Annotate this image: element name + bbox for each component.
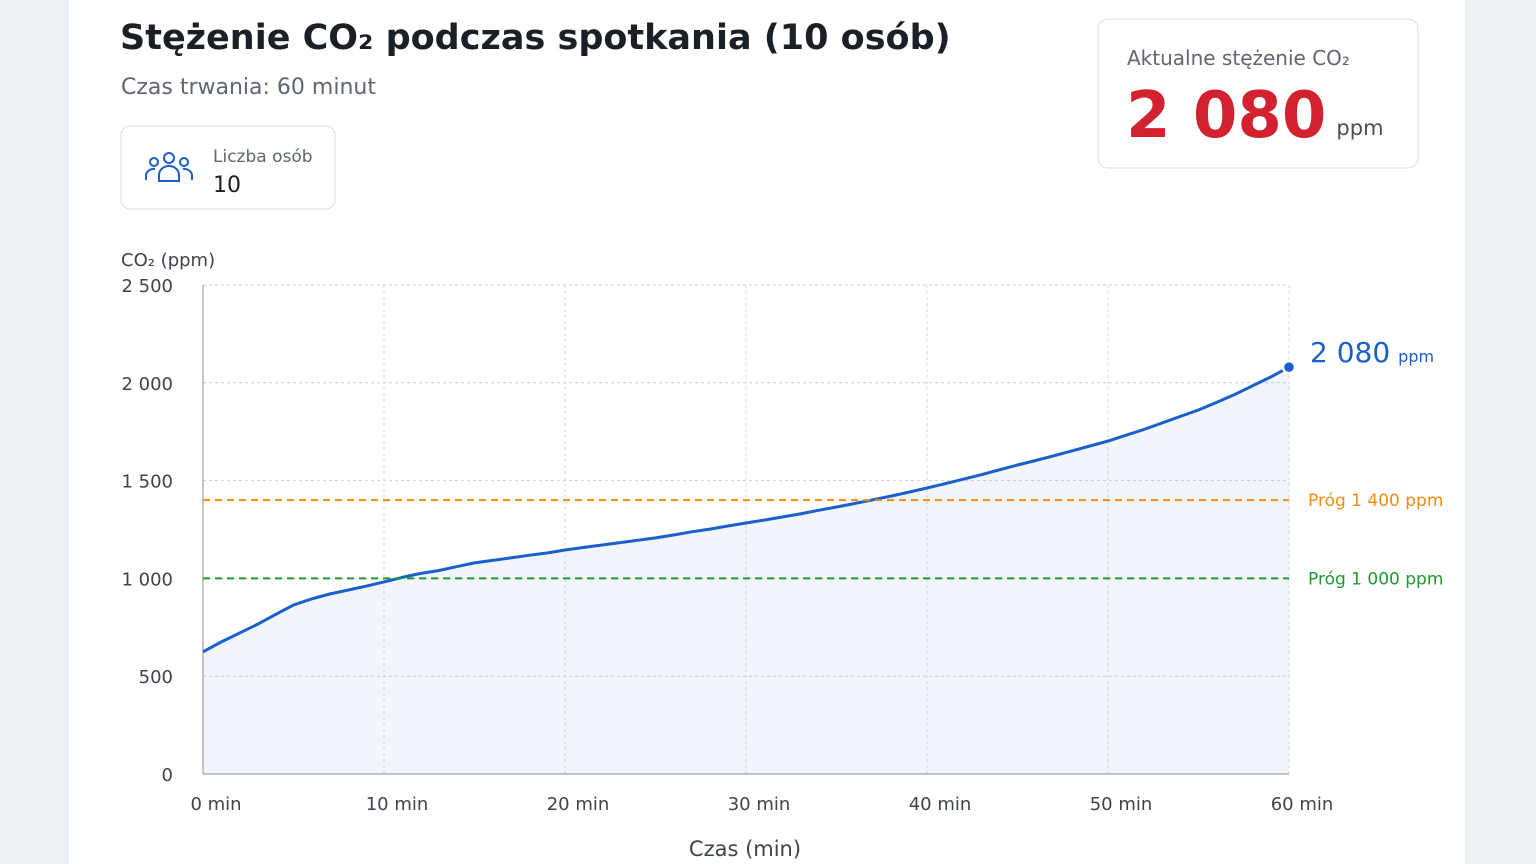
y-tick-label: 1 000 bbox=[121, 569, 173, 590]
x-tick-label: 60 min bbox=[1271, 794, 1334, 815]
current-box bbox=[1097, 18, 1419, 169]
end-unit: ppm bbox=[1398, 347, 1434, 366]
x-tick-label: 40 min bbox=[909, 794, 972, 815]
people-icon bbox=[145, 152, 193, 182]
x-tick-label: 50 min bbox=[1090, 794, 1153, 815]
people-value: 10 bbox=[213, 173, 241, 198]
x-tick-label: 10 min bbox=[366, 794, 429, 815]
x-axis-title: Czas (min) bbox=[689, 837, 801, 861]
people-label: Liczba osób bbox=[213, 147, 313, 167]
current-value: 2 080 bbox=[1126, 79, 1326, 153]
x-tick-label: 20 min bbox=[547, 794, 610, 815]
x-tick-label: 0 min bbox=[190, 794, 241, 815]
current-unit: ppm bbox=[1336, 116, 1383, 140]
y-axis-title: CO₂ (ppm) bbox=[121, 250, 215, 271]
card bbox=[67, 0, 1467, 864]
current-label: Aktualne stężenie CO₂ bbox=[1127, 46, 1350, 70]
threshold-label: Próg 1 400 ppm bbox=[1308, 491, 1443, 511]
y-tick-label: 2 000 bbox=[121, 374, 173, 395]
area bbox=[203, 367, 1289, 774]
x-tick-label: 30 min bbox=[728, 794, 791, 815]
threshold-label: Próg 1 000 ppm bbox=[1308, 569, 1443, 589]
y-tick-label: 2 500 bbox=[121, 276, 173, 297]
line bbox=[202, 365, 1290, 654]
y-tick-label: 0 bbox=[162, 765, 173, 786]
subtitle: Czas trwania: 60 minut bbox=[121, 75, 376, 100]
y-tick-label: 1 500 bbox=[121, 472, 173, 493]
end-point bbox=[1281, 359, 1297, 375]
people-box bbox=[120, 125, 336, 210]
y-tick-label: 500 bbox=[139, 667, 173, 688]
end-label: 2 080 bbox=[1310, 336, 1390, 369]
title: Stężenie CO₂ podczas spotkania (10 osób) bbox=[120, 18, 951, 58]
